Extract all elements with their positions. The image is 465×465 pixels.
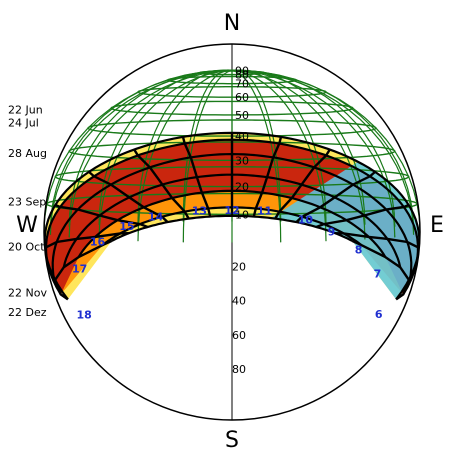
hour-label-8: 8 — [355, 244, 363, 257]
altitude-label-50: 50 — [235, 109, 249, 122]
hour-label-11: 11 — [257, 204, 272, 217]
date-label-6: 22 Dez — [8, 306, 47, 319]
summer-spoke-270 — [44, 69, 233, 233]
summer-spoke-75 — [231, 69, 415, 235]
summer-spoke-330 — [137, 69, 233, 242]
hour-label-12: 12 — [224, 204, 239, 217]
summer-spoke-120 — [231, 69, 396, 227]
summer-spoke-165 — [231, 69, 282, 222]
hour-lines — [44, 131, 420, 301]
summer-spoke-15 — [231, 69, 282, 243]
hour-line-11 — [181, 136, 212, 217]
altitude-label-10: 10 — [235, 208, 249, 221]
hour-label-14: 14 — [148, 211, 164, 224]
cardinal-n: N — [224, 11, 240, 36]
date-label-2: 28 Aug — [8, 147, 47, 160]
altitude-label-40: 40 — [235, 130, 249, 143]
hour-line-16 — [315, 203, 410, 229]
summer-spoke-315 — [98, 69, 233, 240]
hour-line-8 — [54, 203, 149, 229]
date-label-3: 23 Sep — [8, 195, 46, 208]
hour-label-18: 18 — [77, 308, 92, 321]
summer-spoke-150 — [231, 69, 327, 223]
hour-label-6: 6 — [375, 308, 383, 321]
altitude-label-80: 80 — [235, 69, 249, 82]
hour-label-9: 9 — [328, 226, 336, 239]
heat-band-2 — [46, 139, 418, 295]
altitude-label-60: 60 — [235, 91, 249, 104]
date-label-0: 22 Jun — [8, 104, 43, 117]
altitude-label-90: 90 — [235, 64, 249, 77]
irradiance-heat-band — [44, 132, 420, 300]
hour-line-10 — [133, 148, 190, 220]
date-label-5: 22 Nov — [8, 286, 47, 299]
altitude-label-20: 20 — [235, 181, 249, 194]
summer-spoke-30 — [231, 69, 327, 242]
hour-line-18 — [351, 239, 411, 301]
hour-label-10: 10 — [298, 213, 314, 226]
altitude-label-30: 30 — [235, 154, 249, 167]
south-altitude-label-40: 40 — [232, 295, 246, 308]
summer-spoke-135 — [232, 69, 366, 225]
south-altitude-label-80: 80 — [232, 363, 246, 376]
summer-spoke-105 — [231, 69, 415, 230]
horizon-circle — [43, 43, 421, 421]
cardinal-w: W — [16, 213, 38, 238]
summer-spoke-60 — [231, 69, 396, 238]
hour-line-13 — [252, 136, 283, 217]
hour-line-14 — [274, 148, 331, 220]
hour-label-16: 16 — [90, 236, 106, 249]
hour-line-15 — [295, 170, 376, 223]
hour-label-13: 13 — [192, 204, 207, 217]
hour-label-17: 17 — [72, 262, 87, 275]
summer-spoke-285 — [49, 69, 233, 235]
south-altitude-label-20: 20 — [232, 260, 246, 273]
summer-spoke-300 — [68, 69, 233, 238]
hour-label-15: 15 — [119, 220, 134, 233]
hour-line-17 — [335, 232, 420, 250]
summer-spoke-345 — [182, 69, 233, 243]
hour-label-7: 7 — [374, 267, 382, 280]
altitude-label-70: 70 — [235, 78, 249, 91]
date-label-4: 20 Oct — [8, 241, 45, 254]
south-altitude-label-60: 60 — [232, 329, 246, 342]
hour-line-9 — [88, 170, 169, 223]
cardinal-s: S — [225, 428, 239, 453]
hour-line-6 — [53, 239, 113, 301]
cardinal-e: E — [430, 213, 444, 238]
heat-band-morning — [271, 161, 420, 300]
date-label-1: 24 Jul — [8, 116, 39, 129]
hour-line-7 — [44, 232, 129, 250]
